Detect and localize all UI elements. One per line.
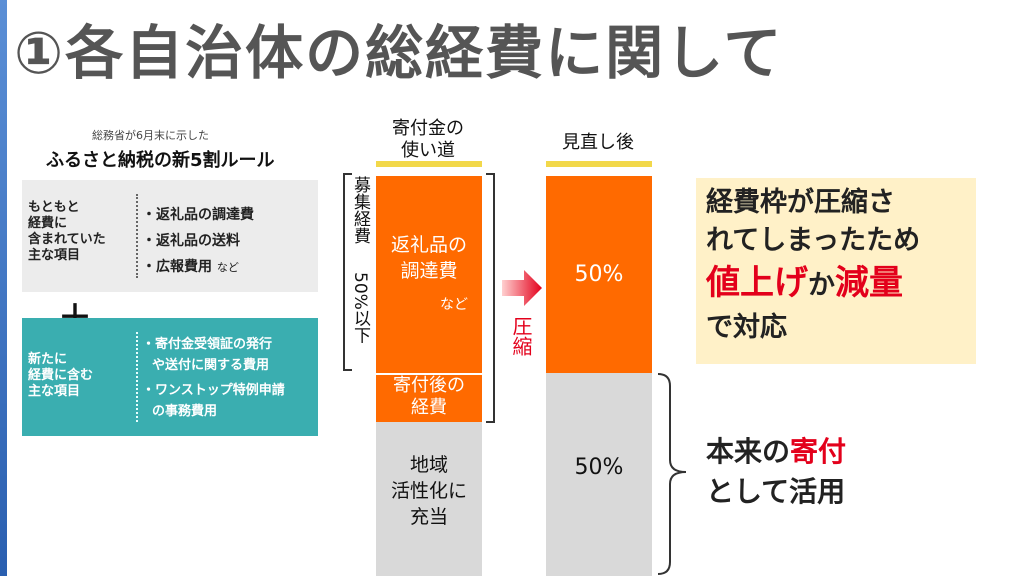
compress-label: 圧縮 <box>509 316 533 356</box>
callout-price-up: 値上げ <box>706 263 808 303</box>
existing-divider <box>136 194 140 278</box>
existing-item: ・返礼品の送料 <box>142 233 240 249</box>
recruit-cost-bracket <box>343 173 352 371</box>
seg-a-line: 返礼品の <box>390 234 467 256</box>
existing-item-etc: など <box>216 261 239 274</box>
left-accent-bar <box>0 0 7 576</box>
col1-accent-line <box>376 161 482 167</box>
existing-cost-label: もともと 経費に 含まれていた 主な項目 <box>28 200 106 264</box>
impact-callout: 経費枠が圧縮さ れてしまったため 値上げか減量 で対応 <box>696 178 976 364</box>
new-cost-label: 新たに 経費に含む 主な項目 <box>28 352 93 400</box>
col2-accent-line <box>546 161 652 167</box>
existing-label-line: 経費に <box>28 216 68 231</box>
existing-label-line: もともと <box>28 200 80 215</box>
seg-b-line: 寄付後の <box>393 375 465 396</box>
new-item-cont: や送付に関する費用 <box>152 358 270 373</box>
col1-return-gift-segment: 返礼品の 調達費 など <box>376 176 482 373</box>
seg-a-line: 調達費 <box>400 260 458 282</box>
existing-cost-box: もともと 経費に 含まれていた 主な項目 ・返礼品の調達費 ・返礼品の送料 ・広… <box>22 180 318 292</box>
col1-header-line: 寄付金の <box>392 118 464 139</box>
seg-a-sub: など <box>440 297 468 313</box>
new-item-cont: の事務費用 <box>152 404 218 419</box>
recruit-cost-pct: 50%以下 <box>350 272 370 344</box>
new-cost-box: 新たに 経費に含む 主な項目 ・寄付金受領証の発行 や送付に関する費用 ・ワンス… <box>22 318 318 436</box>
new-label-line: 経費に含む <box>28 368 94 383</box>
seg-c-line: 地域 <box>409 454 448 476</box>
page-title: ①各自治体の総経費に関して <box>14 19 784 87</box>
callout-line: 経費枠が圧縮さ <box>706 187 895 218</box>
figure-caption: 総務省が6月末に示した <box>92 129 209 142</box>
seg-c-line: 充当 <box>409 506 448 528</box>
existing-items: ・返礼品の調達費 ・返礼品の送料 ・広報費用 など <box>142 202 254 281</box>
figure-heading: ふるさと納税の新5割ルール <box>46 150 275 171</box>
seg-b-line: 経費 <box>411 397 447 418</box>
callout-line: れてしまったため <box>706 225 921 256</box>
new-label-line: 主な項目 <box>28 384 81 399</box>
col1-right-bracket <box>486 173 495 423</box>
note-line: として活用 <box>706 475 846 508</box>
new-item: ・寄付金受領証の発行 <box>142 337 273 352</box>
existing-item: ・返礼品の調達費 <box>142 207 254 223</box>
callout-or: か <box>808 270 835 301</box>
callout-reduce: 減量 <box>835 263 903 303</box>
seg-c-line: 活性化に <box>390 480 467 502</box>
note-donation: 寄付 <box>790 435 847 468</box>
callout-line: で対応 <box>706 312 787 343</box>
col1-header: 寄付金の 使い道 <box>372 118 484 162</box>
existing-label-line: 含まれていた <box>28 232 106 247</box>
intended-use-note: 本来の寄付 として活用 <box>706 432 846 512</box>
col1-dash-divider <box>376 373 482 375</box>
new-item: ・ワンストップ特例申請 <box>142 383 285 398</box>
existing-label-line: 主な項目 <box>28 248 81 263</box>
col1-post-cost-segment: 寄付後の 経費 <box>376 375 482 422</box>
compress-arrow-icon <box>502 270 542 306</box>
new-items: ・寄付金受領証の発行 や送付に関する費用 ・ワンストップ特例申請 の事務費用 <box>142 334 285 422</box>
existing-item: ・広報費用 <box>142 259 212 275</box>
recruit-cost-label: 募集経費 <box>350 176 370 244</box>
col2-top-segment: 50% <box>546 176 652 373</box>
col1-local-segment: 地域 活性化に 充当 <box>376 422 482 576</box>
note-part: 本来の <box>706 435 791 468</box>
col1-header-line: 使い道 <box>401 140 455 161</box>
col2-bottom-segment: 50% <box>546 373 652 576</box>
col2-bottom-bracket <box>657 373 687 575</box>
new-divider <box>136 332 140 422</box>
new-label-line: 新たに <box>28 352 68 367</box>
col2-header: 見直し後 <box>562 132 634 153</box>
